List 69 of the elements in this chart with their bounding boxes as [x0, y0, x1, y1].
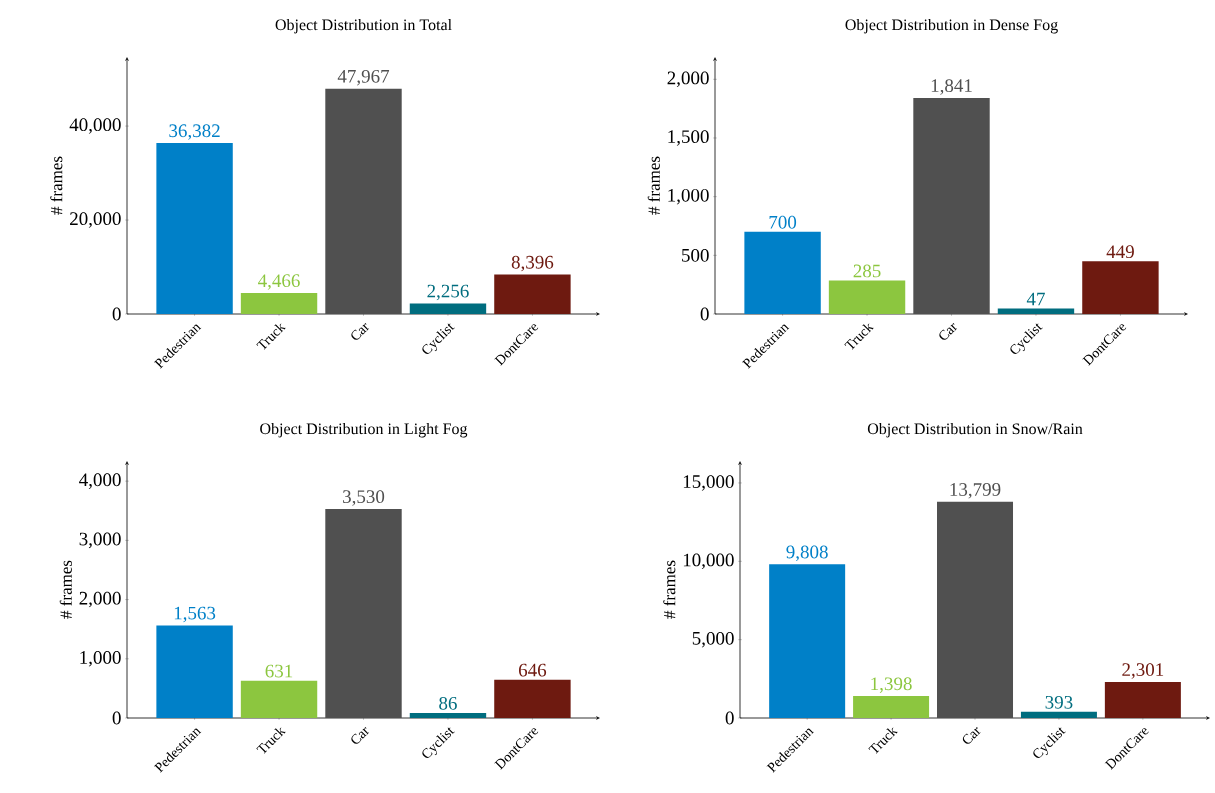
bar [494, 274, 571, 315]
bar [828, 280, 906, 315]
bar [769, 564, 846, 719]
chart-title: Object Distribution in Snow/Rain [867, 422, 1083, 438]
y-tick-label: 0 [112, 307, 121, 321]
bar [409, 712, 487, 719]
data-label: 47 [1026, 292, 1045, 306]
bar [937, 501, 1014, 719]
y-tick-label: 1,500 [668, 130, 709, 146]
y-tick-label: 2,000 [79, 591, 121, 608]
x-tick-label: Car [351, 322, 370, 340]
x-tick-label: Car [351, 726, 370, 744]
data-label: 285 [853, 264, 881, 278]
bar [1082, 261, 1159, 315]
bar [997, 308, 1075, 315]
bar [1020, 711, 1097, 719]
data-label: 8,396 [511, 255, 554, 272]
data-label: 1,841 [931, 79, 972, 95]
data-label: 3,530 [343, 490, 385, 506]
y-tick-label: 500 [682, 248, 709, 262]
data-label: 2,256 [427, 284, 469, 301]
data-label: 700 [769, 215, 797, 229]
y-tick-label: 20,000 [70, 212, 121, 228]
data-label: 36,382 [169, 124, 220, 140]
x-tick-label: Car [939, 322, 958, 340]
data-label: 646 [519, 663, 547, 677]
chart-title: Object Distribution in Dense Fog [845, 18, 1058, 34]
y-axis-title: # frames [663, 560, 676, 619]
data-label: 9,808 [786, 545, 828, 562]
data-label: 4,466 [258, 274, 300, 290]
bar [156, 143, 233, 315]
data-label: 47,967 [337, 69, 390, 86]
y-tick-label: 5,000 [692, 631, 734, 648]
bar [409, 303, 487, 315]
bar [853, 696, 930, 719]
data-label: 631 [265, 664, 293, 678]
bar [744, 231, 821, 315]
data-label: 1,563 [174, 606, 216, 623]
data-label: 13,799 [950, 483, 1001, 499]
bar [913, 97, 990, 315]
bar [156, 625, 233, 719]
y-tick-label: 0 [700, 307, 709, 321]
bar [494, 679, 571, 719]
y-tick-label: 15,000 [683, 475, 734, 491]
y-tick-label: 2,000 [667, 71, 709, 88]
y-axis-title: # frames [647, 156, 660, 215]
data-label: 2,301 [1122, 663, 1164, 679]
bar [240, 293, 318, 315]
x-tick-label: Car [962, 726, 981, 744]
data-label: 449 [1106, 245, 1134, 259]
y-tick-label: 10,000 [683, 553, 734, 570]
y-tick-label: 1,000 [80, 651, 121, 667]
y-tick-label: 0 [725, 711, 734, 725]
y-tick-label: 40,000 [69, 118, 121, 134]
bar [1104, 681, 1181, 719]
y-tick-label: 1,000 [668, 188, 709, 205]
data-label: 86 [439, 696, 457, 710]
y-axis-title: # frames [50, 156, 63, 215]
data-label: 1,398 [871, 677, 912, 693]
bar [325, 508, 402, 719]
y-tick-label: 3,000 [79, 532, 121, 549]
bar [240, 680, 318, 719]
y-axis-title: # frames [59, 560, 72, 619]
y-tick-label: 0 [112, 711, 121, 725]
data-label: 393 [1045, 695, 1073, 709]
chart-title: Object Distribution in Total [275, 18, 452, 34]
chart-title: Object Distribution in Light Fog [260, 422, 468, 438]
y-tick-label: 4,000 [79, 473, 121, 489]
bar [325, 88, 402, 315]
